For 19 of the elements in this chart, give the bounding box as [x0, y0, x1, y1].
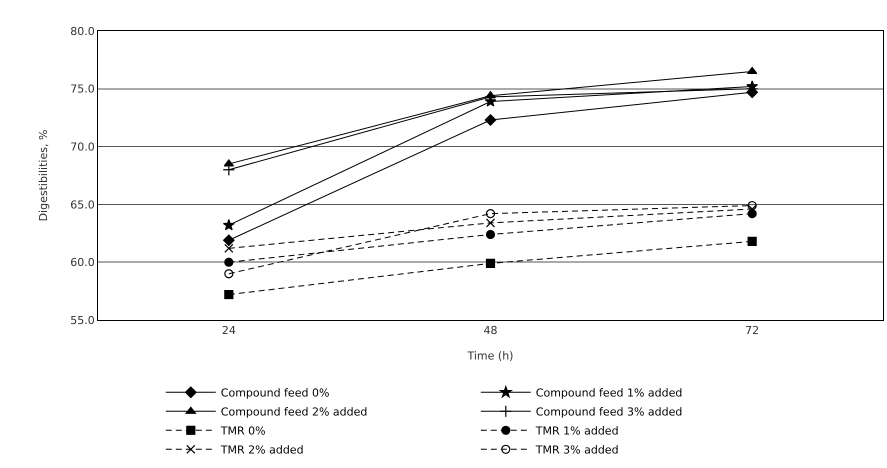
legend-label: TMR 1% added	[534, 424, 619, 438]
legend-label: TMR 0%	[220, 424, 266, 438]
y-tick-label: 70.0	[70, 140, 95, 154]
legend-label: Compound feed 2% added	[220, 406, 368, 419]
y-tick-label: 65.0	[70, 198, 95, 212]
x-tick-label: 72	[745, 324, 760, 338]
x-tick-label: 24	[222, 324, 236, 338]
legend-label: Compound feed 1% added	[536, 386, 682, 400]
legend-label: Compound feed 0%	[220, 386, 330, 400]
legend-label: TMR 3% added	[534, 444, 619, 457]
y-tick-label: 55.0	[70, 314, 95, 327]
legend-label: Compound feed 3% added	[536, 406, 682, 419]
y-tick-label: 80.0	[70, 24, 95, 38]
x-axis-title: Time (h)	[466, 349, 514, 362]
x-tick-label: 48	[484, 324, 498, 338]
y-axis-title: Digestibilities, %	[36, 130, 50, 222]
legend-label: TMR 2% added	[220, 444, 304, 457]
y-tick-label: 60.0	[70, 256, 95, 270]
y-tick-label: 75.0	[70, 82, 95, 96]
